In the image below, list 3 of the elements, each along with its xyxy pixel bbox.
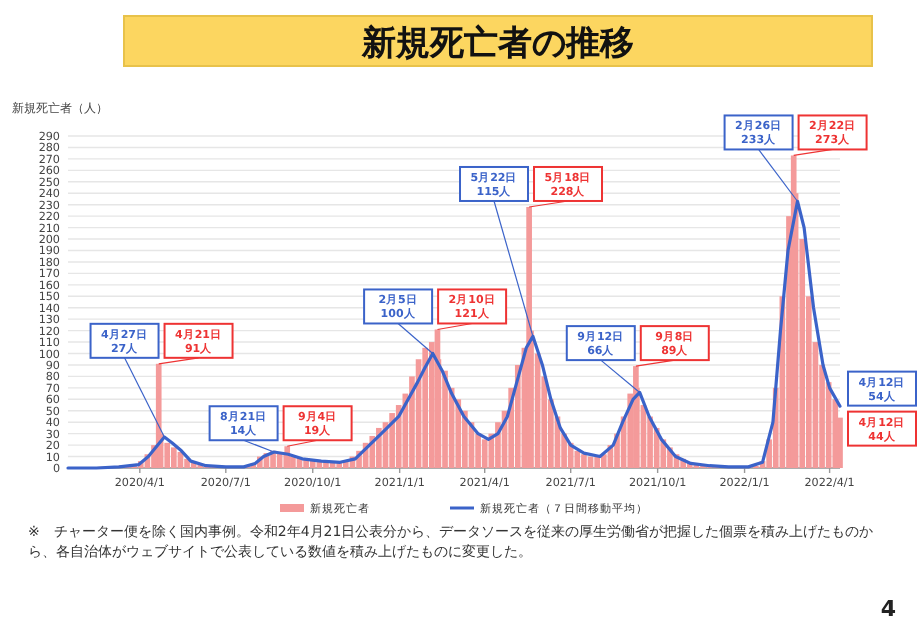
text: 4 (880, 596, 897, 622)
title-banner: 新規死亡者の推移 (123, 15, 873, 67)
chart-title: 新規死亡者の推移 (360, 24, 634, 64)
